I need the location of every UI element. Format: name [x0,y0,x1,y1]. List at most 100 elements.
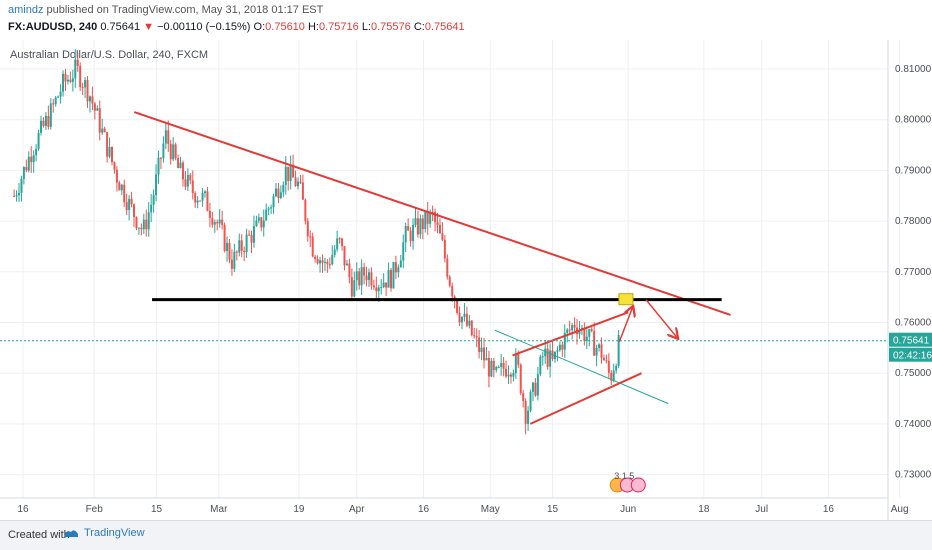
candle-body [44,115,47,126]
candle-body [218,219,221,224]
candle-body [573,325,576,328]
candle-body [248,234,251,236]
candle-body [385,282,388,288]
candle-body [451,285,454,297]
candle-body [490,360,493,377]
candle-body [238,240,241,253]
candle-body [338,238,341,240]
long-downtrend-line[interactable] [133,111,731,316]
candle-body [509,374,512,377]
candle-body [331,254,334,265]
candle-body [159,157,162,159]
candle-body [27,156,30,171]
down-arrow-icon: ▼ [143,21,155,33]
chart-header: amindz published on TradingView.com, May… [0,0,932,40]
projection-up-arrow[interactable] [618,307,632,343]
candle-body [497,366,500,368]
candle-body [323,261,326,263]
channel-upper-line[interactable] [512,311,629,357]
chart-frame[interactable]: Australian Dollar/U.S. Dollar, 240, FXCM… [0,40,932,520]
y-tick-label: 0.81000 [895,64,932,75]
candle-body [460,317,463,323]
footer: Created with TradingView [0,520,932,550]
candle-body [617,334,620,367]
candle-body [230,259,233,269]
open-label: O: [253,21,266,33]
candle-body [147,212,150,230]
candle-body [434,212,437,223]
candle-body [40,120,43,133]
candle-body [377,287,380,292]
candle-body [135,217,138,229]
candle-body [213,222,216,225]
chart-background [0,40,932,520]
x-tick-label: 15 [151,504,163,515]
low-value: 0.75576 [371,21,411,33]
price-change: −0.00110 (−0.15%) [157,21,251,33]
target-box[interactable] [618,293,634,306]
candle-body [463,313,466,318]
event-news-icon[interactable] [630,477,646,493]
candle-body [475,336,478,338]
published-text: published on TradingView.com, May 31, 20… [46,4,324,16]
candle-body [541,356,544,358]
close-value: 0.75641 [424,21,465,33]
candle-body [363,267,366,276]
candle-body [419,218,422,235]
channel-lower-line[interactable] [529,372,642,425]
candle-body [534,382,537,396]
candle-body [71,78,74,82]
candle-body [267,208,270,210]
candle-body [243,250,246,252]
x-tick-label: 18 [698,504,710,515]
candle-body [414,218,417,225]
candle-body [255,220,258,226]
candle-body [588,329,591,337]
candle-body [64,73,67,82]
last-price-label: 0.75641 [893,336,930,347]
candle-body [301,182,304,200]
candle-body [436,222,439,225]
candle-body [529,391,532,411]
candle-body [416,218,419,235]
candle-body [350,277,353,297]
candle-body [480,347,483,353]
candle-body [260,217,263,228]
candle-body [473,335,476,337]
x-tick-label: 15 [547,504,559,515]
brand-link[interactable]: TradingView [62,527,145,539]
annotations[interactable]: 3 1 5 [0,111,888,493]
candle-body [66,79,69,82]
candle-body [390,269,393,289]
candle-body [86,80,89,102]
candle-body [262,220,265,228]
candle-body [470,320,473,336]
candle-body [441,233,444,240]
candle-body [125,202,128,211]
candle-body [69,79,72,82]
inner-downtrend-line[interactable] [494,329,669,405]
candle-body [186,174,189,187]
price-chart[interactable]: Australian Dollar/U.S. Dollar, 240, FXCM… [0,40,932,520]
candle-body [602,357,605,361]
projection-down-arrow[interactable] [645,299,677,338]
candle-body [409,230,412,242]
candles [13,49,620,435]
candle-body [328,264,331,266]
candle-body [282,184,285,193]
candle-body [42,120,45,126]
candle-body [539,356,542,375]
y-tick-label: 0.80000 [895,115,932,126]
last-price-tag [889,332,932,347]
author-link[interactable]: amindz [8,4,44,16]
candle-body [272,196,275,208]
candle-body [206,191,209,211]
candle-body [556,350,559,352]
created-with-text: Created with [8,529,70,541]
candle-body [201,193,204,201]
candle-body [517,354,520,365]
candle-body [76,59,79,66]
candle-body [294,177,297,187]
candle-body [142,219,145,230]
candle-body [407,226,410,231]
